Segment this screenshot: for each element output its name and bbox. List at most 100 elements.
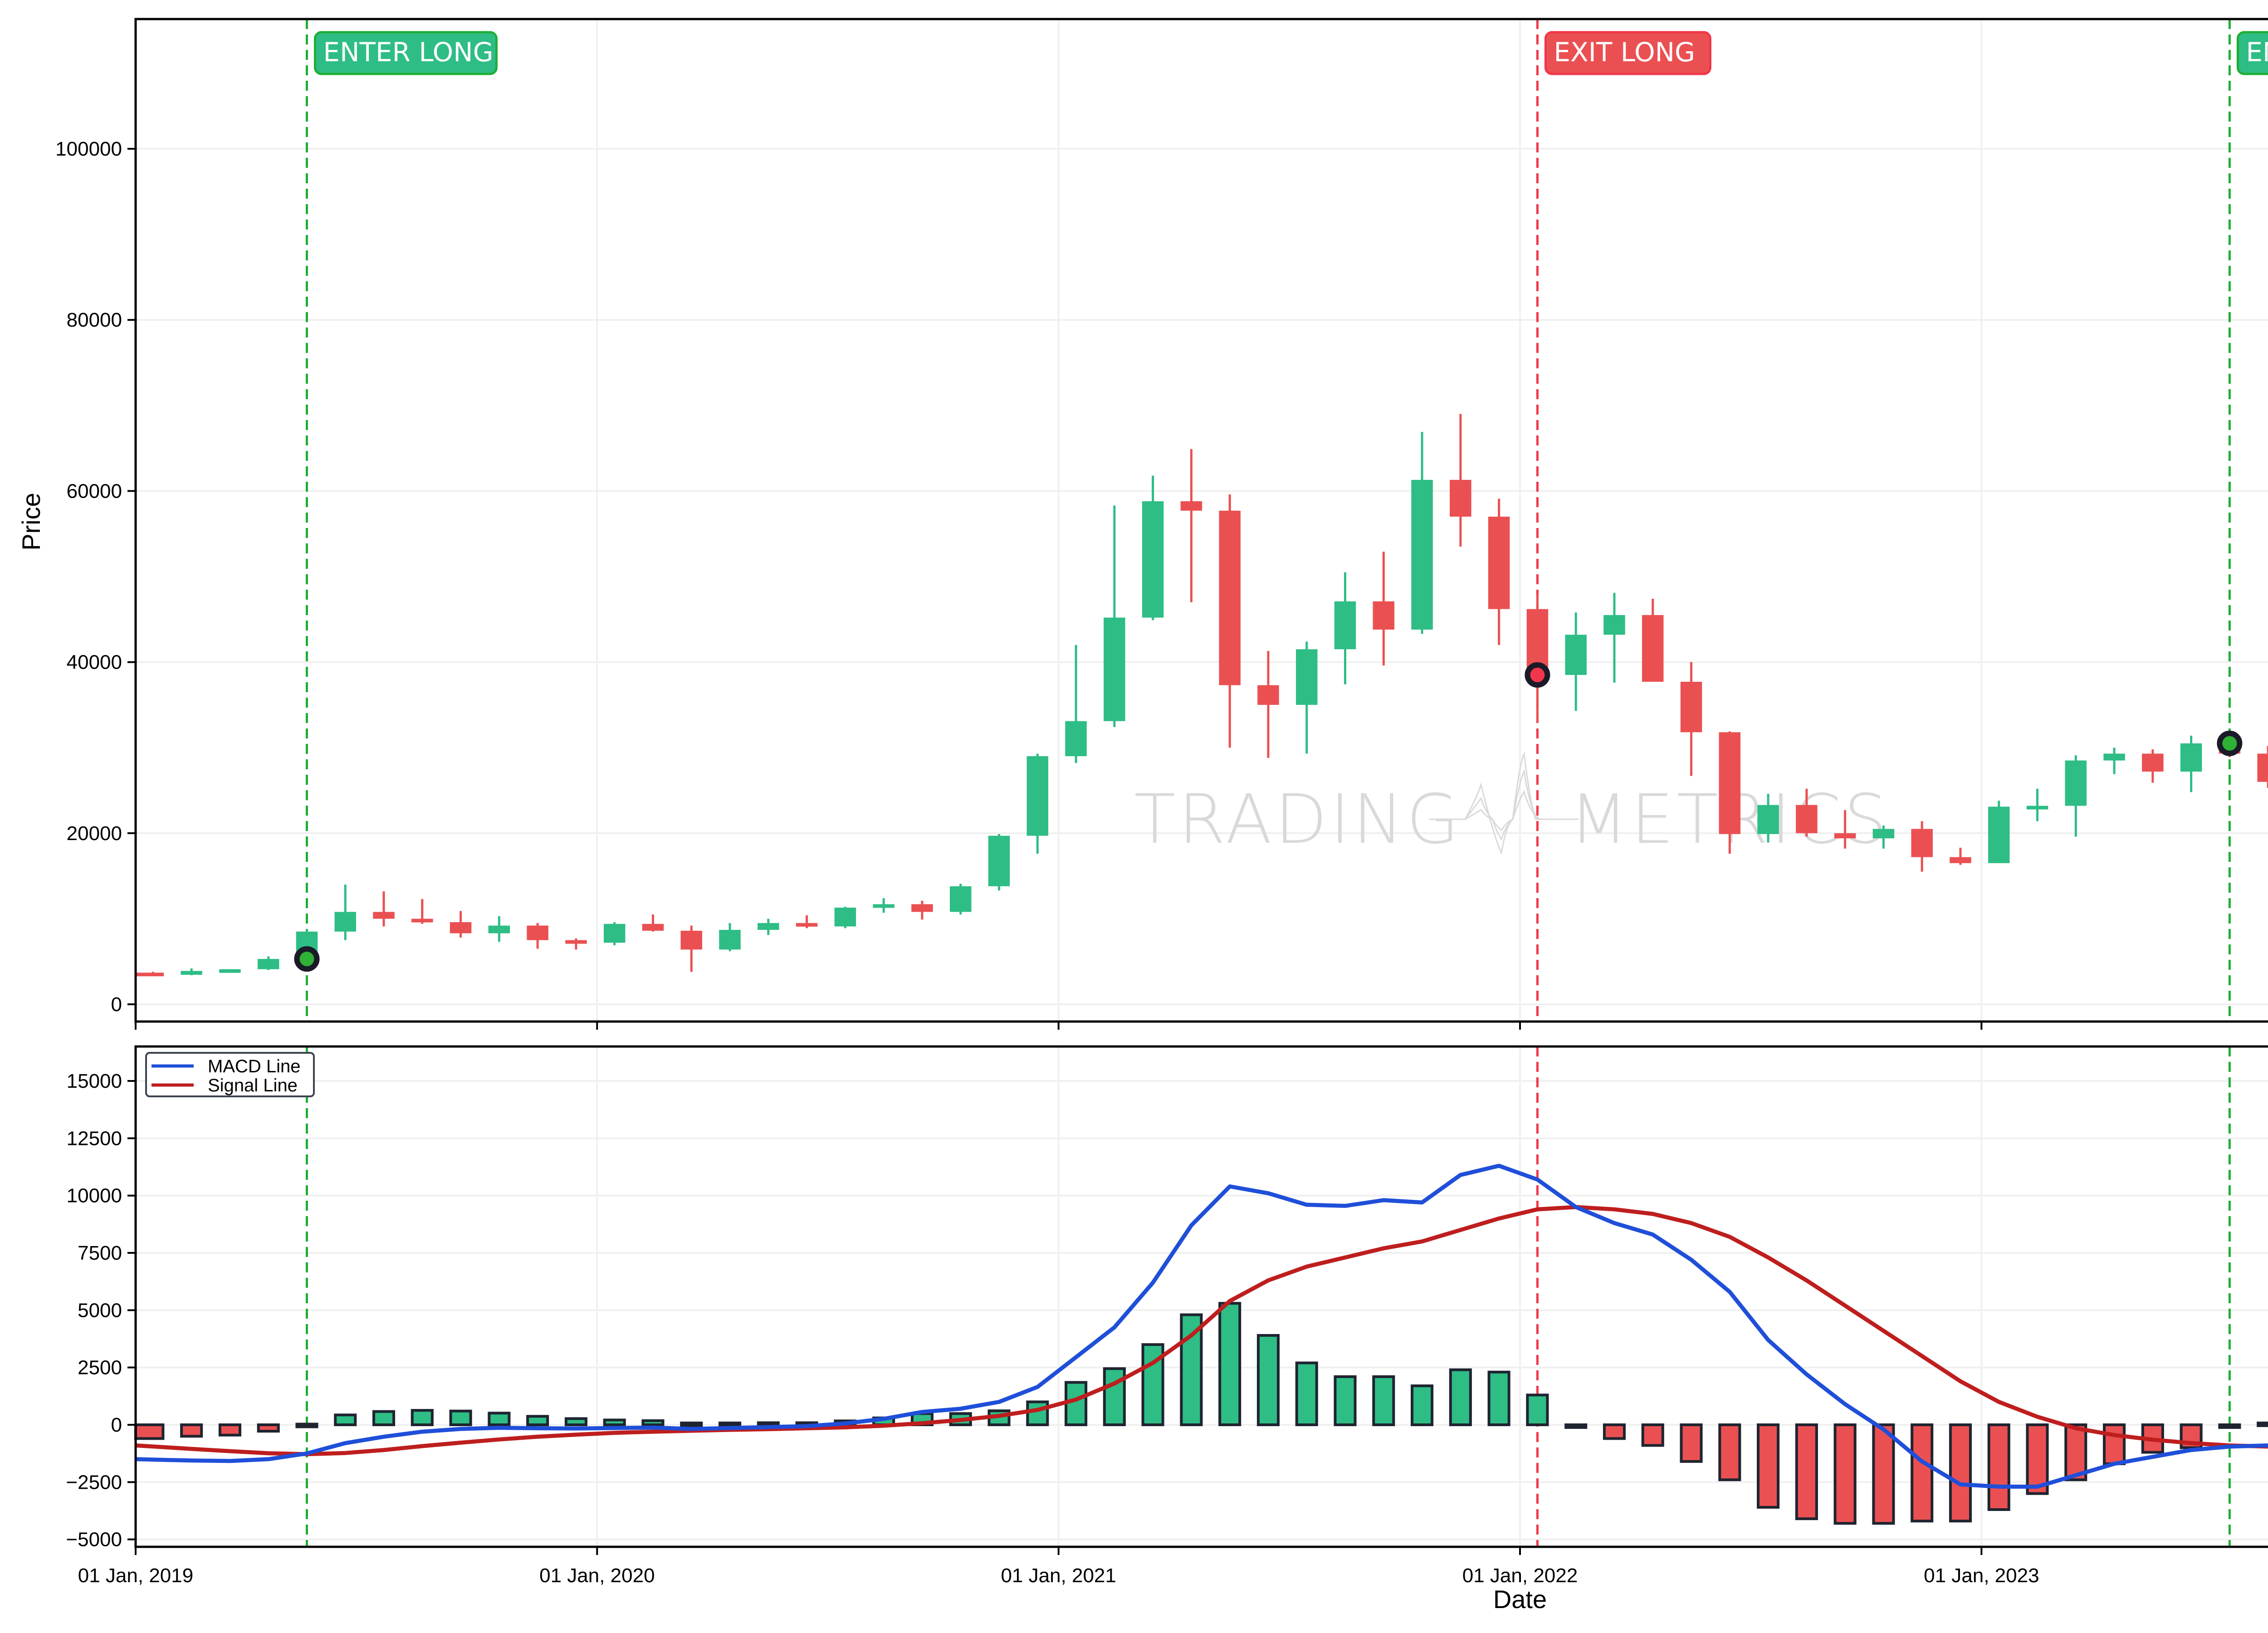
signal-badge-box <box>314 31 498 75</box>
price-axis-title: Price <box>17 493 45 551</box>
histogram-bar <box>719 1421 742 1427</box>
candle-up <box>988 834 1010 891</box>
candle-body <box>1026 756 1049 836</box>
candle-body <box>565 940 587 944</box>
candle-up <box>1104 505 1125 727</box>
macd-panel: −5000 −2500 0 2500 5000 7500 10000 12500 15000 0… <box>66 1045 2268 1613</box>
candle-down <box>1219 494 1241 748</box>
candle-body <box>1680 681 1702 733</box>
candle-body <box>1719 732 1741 834</box>
exit-marker <box>1525 662 1550 688</box>
x-tick-label: 01 Jan, 2019 <box>78 1565 193 1587</box>
candle-body <box>1872 829 1895 839</box>
price-tick-label: 80000 <box>67 309 122 331</box>
histogram-bar <box>372 1410 396 1427</box>
candle-up <box>1872 825 1895 849</box>
price-grid <box>135 19 2268 1022</box>
histogram-bar <box>1949 1423 1972 1523</box>
histogram-bar <box>334 1413 357 1427</box>
candle-down <box>796 915 818 929</box>
candle-up <box>603 922 626 945</box>
macd-tick-label: −5000 <box>66 1529 122 1551</box>
candle-body <box>1450 479 1471 517</box>
macd-tick-label: 2500 <box>78 1357 122 1379</box>
candle-body <box>334 912 357 932</box>
macd-signal-lines <box>306 1046 2231 1547</box>
candle-body <box>988 836 1010 886</box>
candle-up <box>219 969 241 973</box>
histogram-bar <box>1641 1423 1664 1447</box>
candle-body <box>873 904 894 908</box>
candle-down <box>136 972 164 977</box>
candle-down <box>411 899 433 924</box>
histogram-bar <box>1026 1400 1049 1426</box>
histogram-bar <box>134 1423 165 1440</box>
x-tick-label: 01 Jan, 2022 <box>1462 1565 1578 1587</box>
macd-y-axis: −5000 −2500 0 2500 5000 7500 10000 12500 15000 <box>66 1070 136 1551</box>
histogram-bar <box>218 1423 241 1437</box>
candle-down <box>1526 594 1549 723</box>
candle-up <box>488 916 510 942</box>
macd-legend: MACD Line Signal Line <box>145 1052 315 1097</box>
candlesticks <box>136 414 2268 977</box>
price-tick-label: 40000 <box>67 651 122 674</box>
candle-body <box>2103 753 2125 761</box>
histogram-bar <box>1218 1302 1242 1426</box>
histogram-bar <box>1872 1423 1895 1525</box>
macd-legend-label: MACD Line <box>208 1056 301 1076</box>
macd-lines <box>135 1164 2268 1489</box>
candle-body <box>1411 479 1433 630</box>
histogram-bar <box>295 1423 318 1428</box>
macd-plot-frame <box>134 1045 2268 1548</box>
candle-body <box>373 912 395 919</box>
candle-body <box>2065 760 2087 806</box>
candle-down <box>1450 414 1471 547</box>
candle-up <box>1065 645 1087 763</box>
histogram-bar <box>564 1417 587 1427</box>
histogram-bar <box>1603 1423 1626 1440</box>
candle-body <box>1911 829 1933 857</box>
price-tick-label: 0 <box>111 993 122 1016</box>
histogram-bar <box>1564 1423 1588 1429</box>
candle-up <box>1411 432 1433 634</box>
histogram-bar <box>1833 1423 1857 1525</box>
signal-line <box>135 1205 2268 1457</box>
price-signal-lines <box>306 19 2231 1022</box>
candle-down <box>373 891 395 927</box>
candle-body <box>2257 753 2268 782</box>
candle-down <box>565 938 587 950</box>
entry-marker <box>2217 730 2243 756</box>
histogram-bar <box>2064 1423 2087 1481</box>
trade-markers <box>294 662 2243 972</box>
macd-line <box>135 1164 2268 1489</box>
candle-up <box>1295 641 1318 754</box>
candle-down <box>1257 651 1279 758</box>
histogram-bar <box>1911 1423 1934 1523</box>
candle-body <box>719 929 741 950</box>
macd-tick-label: −2500 <box>66 1471 122 1493</box>
macd-tick-label: 15000 <box>67 1070 122 1092</box>
candle-body <box>1373 601 1395 630</box>
candle-body <box>1488 516 1510 609</box>
histogram-bar <box>2218 1423 2241 1429</box>
candle-body <box>642 924 664 931</box>
macd-tick-label: 10000 <box>67 1185 122 1207</box>
candle-body <box>796 923 818 927</box>
histogram-bar <box>488 1412 511 1427</box>
signal-badge-box <box>2236 31 2268 75</box>
histogram-bar <box>1795 1423 1818 1521</box>
histogram-bar <box>257 1423 280 1433</box>
signal-labels: ENTER LONG EXIT LONG ENTER LONG <box>314 31 2268 75</box>
macd-grid <box>135 1046 2268 1547</box>
candle-down <box>1719 731 1741 854</box>
candle-body <box>758 923 779 930</box>
histogram-bar <box>449 1409 472 1426</box>
histogram-bar <box>1526 1393 1549 1427</box>
candle-down <box>1488 499 1510 645</box>
candle-down <box>527 923 548 949</box>
price-x-ticks <box>135 1022 1983 1030</box>
candle-down <box>1373 552 1395 666</box>
histogram-bar <box>1295 1361 1318 1427</box>
